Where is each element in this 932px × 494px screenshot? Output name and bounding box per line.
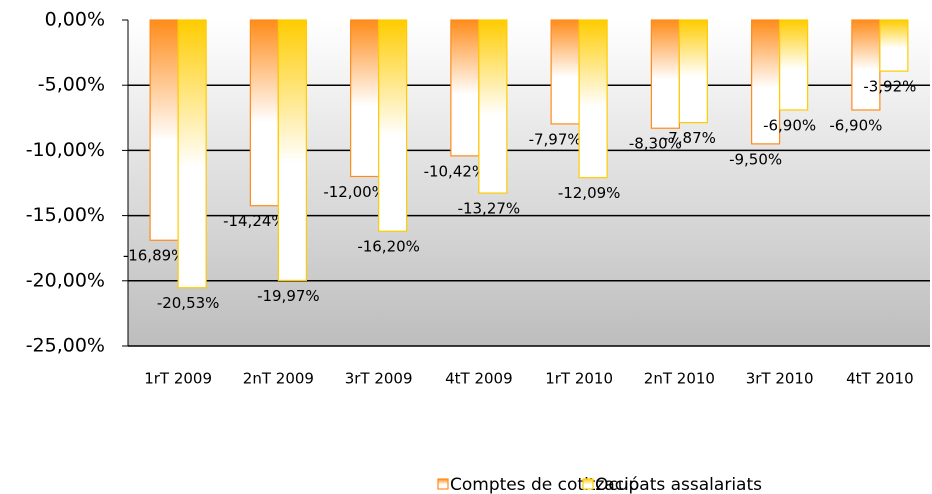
- x-tick-label: 1rT 2010: [545, 370, 613, 388]
- legend-marker: [582, 478, 594, 490]
- value-label: -16,20%: [357, 238, 420, 256]
- plot-area: [128, 20, 930, 346]
- value-label: -19,97%: [257, 287, 320, 305]
- y-tick-label: -20,00%: [26, 269, 105, 291]
- x-tick-label: 2nT 2010: [644, 370, 715, 388]
- x-tick-label: 2nT 2009: [243, 370, 314, 388]
- bar: [350, 19, 380, 178]
- bar: [751, 19, 781, 145]
- value-label: -10,42%: [424, 162, 487, 180]
- bar: [177, 19, 207, 289]
- bar: [678, 19, 708, 124]
- value-label: -20,53%: [157, 294, 220, 312]
- x-tick-label: 1rT 2009: [144, 370, 212, 388]
- x-tick-label: 4tT 2009: [445, 370, 513, 388]
- value-label: -7,97%: [529, 130, 582, 148]
- bar: [550, 19, 580, 125]
- bar: [149, 19, 179, 241]
- x-tick-label: 3rT 2010: [746, 370, 814, 388]
- value-label: -14,24%: [223, 212, 286, 230]
- y-tick-label: 0,00%: [45, 9, 105, 31]
- value-label: -6,90%: [763, 116, 816, 134]
- y-tick-label: -15,00%: [26, 204, 105, 226]
- value-label: -12,00%: [323, 183, 386, 201]
- x-tick-label: 4tT 2010: [846, 370, 914, 388]
- value-label: -12,09%: [558, 184, 621, 202]
- bar: [450, 19, 480, 157]
- legend-label: Ocupats assalariats: [595, 475, 762, 494]
- value-label: -9,50%: [729, 150, 782, 168]
- bar: [277, 19, 307, 282]
- bar: [851, 19, 881, 111]
- legend-marker: [437, 478, 449, 490]
- value-label: -6,90%: [829, 116, 882, 134]
- value-label: -8,30%: [629, 135, 682, 153]
- x-tick-label: 3rT 2009: [345, 370, 413, 388]
- value-label: -7,87%: [663, 129, 716, 147]
- value-label: -16,89%: [123, 247, 186, 265]
- bar: [249, 19, 279, 207]
- value-label: -3,92%: [863, 78, 916, 96]
- bar: [879, 19, 909, 72]
- y-tick-label: -25,00%: [26, 335, 105, 357]
- y-tick-label: -5,00%: [38, 74, 105, 96]
- bar: [650, 19, 680, 129]
- bar: [578, 19, 608, 179]
- bar: [378, 19, 408, 232]
- value-label: -13,27%: [458, 200, 521, 218]
- bar: [779, 19, 809, 111]
- bar: [478, 19, 508, 194]
- y-tick-label: -10,00%: [26, 139, 105, 161]
